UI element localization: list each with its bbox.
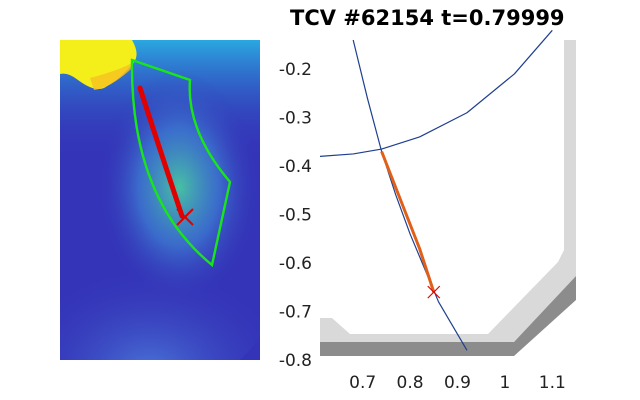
camera-hotspot-edge [90, 62, 134, 90]
fit-track [137, 85, 185, 219]
y-tick-label: -0.2 [279, 60, 312, 80]
x-tick-label: 0.8 [397, 373, 424, 393]
separatrix-leg [352, 39, 468, 351]
fit-endpoint-marker [176, 208, 194, 226]
x-tick-label: 1.1 [539, 373, 566, 393]
x-tick-label: 0.9 [444, 373, 471, 393]
camera-glow-bottom [60, 210, 260, 360]
y-tick-label: -0.4 [279, 157, 312, 177]
x-tick-label: 1 [499, 373, 510, 393]
vessel-wall-dark [320, 276, 576, 356]
vessel-wall-light [320, 40, 576, 342]
y-tick-label: -0.3 [279, 109, 312, 129]
y-tick-label: -0.6 [279, 254, 312, 274]
separatrix-arc [319, 29, 553, 157]
roi-outline [130, 58, 232, 268]
y-tick-label: -0.7 [279, 303, 312, 323]
x-tick-label: 0.7 [349, 373, 376, 393]
y-tick-label: -0.8 [279, 351, 312, 371]
fit-line [380, 150, 436, 293]
endpoint-marker-stroke-b [427, 285, 441, 299]
y-tick-label: -0.5 [279, 206, 312, 226]
chart-title: TCV #62154 t=0.79999 [290, 6, 565, 30]
camera-image [60, 40, 260, 360]
